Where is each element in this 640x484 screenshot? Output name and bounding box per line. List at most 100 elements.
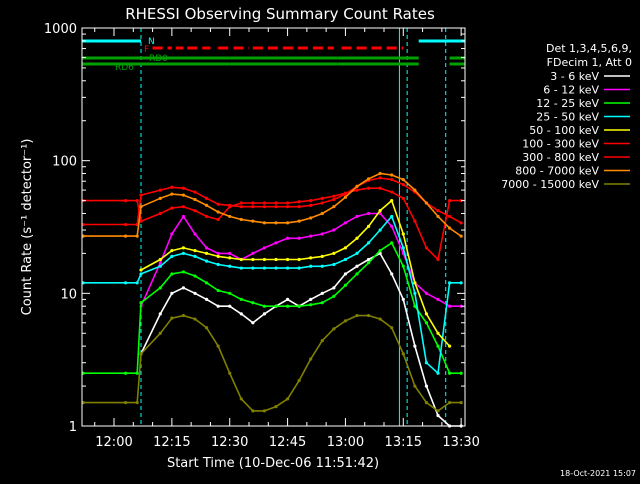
data-point-series-3-17 — [309, 264, 313, 268]
data-point-series-8-23 — [378, 317, 382, 321]
data-point-series-7-13 — [262, 221, 267, 225]
data-point-series-4-21 — [355, 236, 359, 240]
data-point-series-5-25 — [401, 196, 405, 200]
data-point-series-8-7 — [193, 317, 197, 321]
data-point-series-7-28 — [436, 214, 440, 219]
data-point-series-1-24 — [390, 224, 394, 228]
flag-label-rd0: RD0 — [149, 54, 168, 64]
legend-header-line-1: FDecim 1, Att 0 — [547, 56, 632, 69]
data-point-series-7-7 — [193, 197, 197, 202]
flag-label-n: N — [148, 37, 155, 47]
data-point-series-1-9 — [216, 251, 220, 255]
data-point-series-8-24 — [390, 326, 394, 330]
data-point-series-7-17 — [309, 216, 313, 220]
data-point-series-7-12 — [251, 219, 255, 223]
data-point-series-5-6 — [181, 205, 186, 209]
data-point-series-4-20 — [343, 246, 348, 250]
data-point-series-3-4 — [158, 264, 162, 268]
data-point-series-0-18 — [320, 291, 324, 295]
y-tick-label-2: 100 — [52, 155, 77, 170]
data-point-series-5-7 — [193, 209, 197, 213]
data-point-series-1-22 — [366, 211, 371, 216]
data-point-series-0-10 — [228, 304, 232, 308]
legend-entry-label-1: 6 - 12 keV — [543, 84, 599, 97]
data-point-series-4-7 — [193, 248, 197, 253]
data-point-series-5-21 — [355, 188, 359, 192]
data-point-series-6-25 — [401, 183, 405, 187]
data-point-series-8-15 — [285, 397, 290, 401]
data-point-series-1-19 — [332, 228, 336, 232]
data-point-series-7-30 — [459, 234, 463, 238]
data-point-series-7-22 — [366, 177, 371, 181]
data-point-series-1-17 — [309, 234, 313, 238]
data-point-series-5-28 — [436, 257, 440, 262]
data-point-series-7-27 — [424, 201, 429, 205]
legend-entry-label-5: 100 - 300 keV — [522, 138, 599, 151]
data-point-series-6-24 — [390, 177, 394, 182]
data-point-series-4-14 — [274, 257, 278, 262]
x-axis-label: Start Time (10-Dec-06 11:51:42) — [167, 456, 379, 471]
data-point-series-0-17 — [309, 297, 313, 302]
data-point-series-2-29 — [447, 371, 452, 375]
data-point-series-0-13 — [262, 312, 267, 316]
data-point-series-8-8 — [204, 326, 209, 330]
legend-entry-label-6: 300 - 800 keV — [522, 151, 599, 164]
data-point-series-0-11 — [239, 312, 243, 316]
data-point-series-1-12 — [251, 251, 255, 255]
x-tick-label-0: 12:00 — [95, 435, 132, 450]
data-point-series-1-27 — [424, 291, 429, 295]
data-point-series-5-5 — [170, 206, 174, 210]
data-point-series-4-15 — [285, 257, 290, 262]
legend-entry-label-7: 800 - 7000 keV — [515, 165, 599, 178]
data-point-series-6-28 — [436, 209, 440, 213]
data-point-series-8-28 — [436, 409, 440, 413]
data-point-series-2-22 — [366, 261, 371, 265]
data-point-series-5-15 — [285, 201, 290, 205]
y-tick-label-3: 1000 — [44, 22, 77, 37]
data-point-series-6-1 — [123, 222, 128, 227]
data-point-series-6-23 — [378, 176, 382, 180]
data-point-series-4-22 — [366, 224, 371, 228]
data-point-series-5-23 — [378, 186, 382, 190]
data-point-series-8-12 — [251, 409, 255, 413]
data-point-series-7-11 — [239, 217, 243, 222]
data-point-series-2-4 — [158, 286, 162, 290]
data-point-series-8-20 — [343, 319, 348, 323]
data-point-series-4-24 — [390, 199, 394, 203]
data-point-series-0-12 — [251, 321, 255, 325]
data-point-series-2-7 — [193, 274, 197, 278]
data-point-series-7-2 — [135, 234, 139, 238]
data-point-series-8-1 — [123, 401, 128, 405]
chart-title: RHESSI Observing Summary Count Rates — [125, 5, 435, 23]
data-point-series-1-28 — [436, 297, 440, 302]
data-point-series-6-8 — [204, 196, 209, 200]
data-point-series-5-14 — [274, 201, 278, 205]
data-point-series-7-20 — [343, 195, 348, 199]
data-point-series-4-16 — [297, 257, 301, 262]
data-point-series-5-9 — [216, 217, 220, 222]
data-point-series-2-12 — [251, 301, 255, 305]
data-point-series-7-15 — [285, 221, 290, 225]
data-point-series-3-26 — [413, 291, 417, 295]
data-point-series-3-6 — [181, 251, 186, 255]
data-point-series-4-9 — [216, 254, 220, 258]
data-point-series-5-2 — [135, 199, 139, 203]
data-point-series-1-29 — [447, 304, 452, 308]
data-point-series-2-18 — [320, 301, 324, 305]
data-point-series-8-25 — [401, 352, 405, 356]
plot-frame — [81, 27, 466, 427]
x-tick-label-4: 13:00 — [327, 435, 364, 450]
y-axis-label: Count Rate (s⁻¹ detector⁻¹) — [20, 139, 35, 316]
data-point-series-0-24 — [390, 272, 394, 276]
data-point-series-8-9 — [216, 344, 220, 348]
data-point-series-1-21 — [355, 214, 359, 219]
data-point-series-7-10 — [228, 214, 232, 219]
data-point-series-3-24 — [390, 214, 394, 219]
data-point-series-5-8 — [204, 214, 209, 219]
axes-layer: 12:00 12:15 12:30 12:45 13:00 13:15 13:30 1 10 10… — [44, 22, 480, 450]
data-point-series-1-5 — [170, 232, 174, 236]
data-point-series-0-28 — [436, 413, 440, 418]
data-point-series-5-13 — [262, 201, 267, 205]
data-point-series-4-10 — [228, 256, 232, 260]
data-point-series-1-15 — [285, 236, 290, 240]
